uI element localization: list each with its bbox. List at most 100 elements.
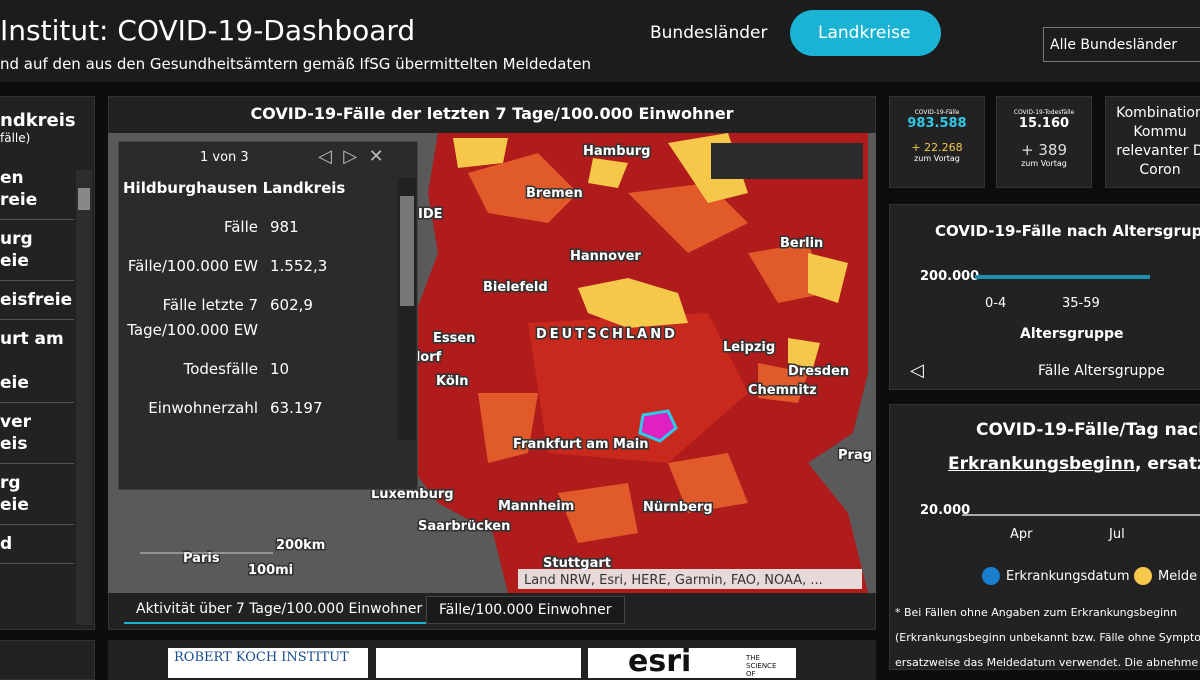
- list-item-line: eis: [0, 434, 28, 454]
- map-label: IDE: [418, 207, 443, 222]
- region: [453, 133, 848, 368]
- age-category: 0-4: [985, 296, 1007, 311]
- daily-panel: [889, 404, 1200, 670]
- field-label: Todesfälle: [183, 360, 258, 378]
- map-label: Nürnberg: [643, 500, 713, 515]
- daily-line: [962, 514, 1200, 516]
- kpi-card: COVID-19-Fälle 983.588 + 22.268 zum Vortag: [889, 96, 985, 188]
- list-item-line: eie: [0, 251, 29, 271]
- list-item-line: eisfreie: [0, 290, 73, 310]
- prev-button[interactable]: ◁: [910, 360, 924, 381]
- info-line: Kommu: [1133, 124, 1187, 140]
- map-label: Bremen: [526, 186, 583, 201]
- region: [468, 153, 828, 543]
- kpi-label: COVID-19-Todesfälle: [1013, 109, 1075, 116]
- map-label: Frankfurt am Main: [513, 437, 648, 452]
- list-item[interactable]: urt am eie: [0, 320, 74, 403]
- popup-row: Einwohnerzahl 63.197: [123, 396, 398, 421]
- tab[interactable]: Bundesländer: [650, 23, 768, 43]
- info-line: Coron: [1139, 162, 1181, 178]
- kpi-label: COVID-19-Fälle: [914, 109, 960, 116]
- kpi-note: zum Vortag: [914, 154, 960, 163]
- age-title: COVID-19-Fälle nach Altersgruppe: [935, 222, 1200, 240]
- logo-text: THE SCIENCE OF: [746, 654, 777, 678]
- field-label: Fälle: [223, 218, 258, 236]
- scrollbar: [76, 170, 92, 625]
- list-item[interactable]: eisfreie: [0, 281, 74, 320]
- list-item-line: en: [0, 168, 24, 188]
- map-label: DEUTSCHLAND: [536, 327, 678, 342]
- map-label: Hamburg: [583, 144, 650, 159]
- age-axis-label: Altersgruppe: [1020, 326, 1124, 342]
- field-value: 1.552,3: [270, 257, 328, 275]
- title: Institut: COVID-19-Dashboard: [0, 14, 416, 47]
- list-subtitle: fälle): [0, 131, 31, 145]
- tab[interactable]: Landkreise: [818, 23, 911, 43]
- map-label: Stuttgart: [543, 556, 611, 571]
- logo: ROBERT KOCH INSTITUT: [168, 648, 368, 678]
- age-category: 35-59: [1062, 296, 1100, 311]
- header: [0, 0, 1200, 82]
- legend-dot: [982, 567, 1000, 585]
- map-label: Bielefeld: [483, 280, 548, 295]
- daily-subtitle: Erkrankungsbeginn, ersatzwe: [948, 454, 1200, 474]
- popup-nav[interactable]: ◁ ▷ ✕: [318, 146, 384, 167]
- map-tab[interactable]: Fälle/100.000 Einwohner: [426, 596, 625, 624]
- legend-item[interactable]: Erkrankungsdatum: [1006, 569, 1130, 584]
- daily-title: COVID-19-Fälle/Tag nach: [976, 420, 1200, 440]
- list-item-line: eie: [0, 495, 29, 515]
- list-item[interactable]: d: [0, 525, 74, 564]
- legend-dot: [1134, 567, 1152, 585]
- map-label: Köln: [436, 374, 469, 389]
- scroll-thumb[interactable]: [78, 188, 90, 210]
- attribution: Land NRW, Esri, HERE, Garmin, FAO, NOAA,…: [524, 573, 823, 588]
- kpi-value: 15.160: [1018, 116, 1070, 131]
- scale-label: 200km: [276, 538, 325, 553]
- map-label: Saarbrücken: [418, 519, 510, 534]
- dropdown[interactable]: Alle Bundesländer: [1043, 27, 1200, 62]
- daily-link[interactable]: Erkrankungsbeginn: [948, 454, 1135, 474]
- logo: [376, 648, 581, 678]
- map-label: Prag: [838, 448, 872, 463]
- footnote-line: (Erkrankungsbeginn unbekannt bzw. Fälle …: [895, 631, 1200, 644]
- selected-region[interactable]: [638, 409, 678, 443]
- popup-name: Hildburghausen Landkreis: [123, 179, 346, 197]
- kpi-delta: + 22.268: [911, 141, 963, 154]
- field-label: Fälle letzte 7 Tage/100.000 EW: [127, 296, 258, 339]
- scroll-thumb[interactable]: [400, 196, 414, 306]
- subtitle: nd auf den aus den Gesundheitsämtern gem…: [0, 55, 592, 73]
- list-item-line: rg: [0, 473, 21, 493]
- list-item-line: ver: [0, 412, 31, 432]
- map-tab-active[interactable]: Aktivität über 7 Tage/100.000 Einwohner: [124, 596, 435, 624]
- logo-text: esri: [628, 644, 692, 679]
- map-label: Dresden: [788, 364, 849, 379]
- map-toolbar[interactable]: [711, 143, 863, 179]
- list-item-line: [0, 350, 74, 372]
- map-labels: Hamburg Bremen Berlin Hannover Bielefeld DEUT…: [182, 143, 874, 580]
- daily-tick: 20.000: [920, 503, 971, 518]
- field-value: 10: [270, 360, 290, 378]
- age-bars: [975, 275, 1150, 279]
- list-item[interactable]: urg eie: [0, 220, 74, 281]
- map-label: Paris: [183, 551, 220, 566]
- footnote-line: * Bei Fällen ohne Angaben zum Erkrankung…: [895, 606, 1178, 619]
- field-label: Fälle/100.000 EW: [127, 257, 258, 275]
- list-item-line: d: [0, 534, 13, 554]
- map-popup: [118, 141, 418, 490]
- tab-active[interactable]: [790, 10, 941, 56]
- popup-row: Fälle/100.000 EW 1.552,3: [123, 254, 398, 279]
- age-tick: 200.000: [920, 269, 980, 284]
- kpi-delta: + 389: [1021, 141, 1067, 159]
- list-item[interactable]: ver eis: [0, 403, 74, 464]
- field-value: 602,9: [270, 296, 313, 314]
- kpi-card: COVID-19-Todesfälle 15.160 + 389 zum Vortag: [996, 96, 1092, 188]
- legend-item[interactable]: Melde: [1158, 569, 1198, 584]
- popup-scrollbar: [398, 178, 416, 440]
- list-item-line: reie: [0, 190, 38, 210]
- daily-month: Jul: [1109, 527, 1125, 542]
- list-item[interactable]: rg eie: [0, 464, 74, 525]
- popup-row: Todesfälle 10: [123, 357, 398, 382]
- list-item[interactable]: en reie: [0, 159, 74, 220]
- kpi-note: zum Vortag: [1021, 159, 1067, 168]
